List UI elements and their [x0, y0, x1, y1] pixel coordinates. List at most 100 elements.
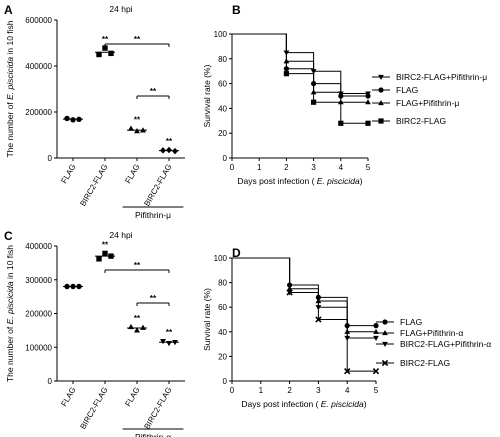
- data-point: [102, 250, 108, 257]
- y-axis-label-species: E. piscicida: [5, 57, 15, 100]
- survival-point-stroke-b: [286, 289, 293, 296]
- series-1: FLAG: [232, 33, 418, 99]
- significance-star: **: [166, 328, 173, 337]
- legend-swatch-marker: [378, 87, 384, 93]
- chart-title: 24 hpi: [109, 4, 132, 14]
- legend-swatch-marker: [382, 330, 388, 336]
- y-tick-label: 200000: [25, 310, 52, 319]
- y-tick-label: 100: [214, 254, 228, 263]
- survival-point: [344, 367, 351, 375]
- data-point: [128, 323, 134, 330]
- y-axis-label-prefix: The number of: [5, 100, 15, 158]
- x-tick-label: 4: [345, 386, 350, 395]
- legend-label: FLAG: [400, 317, 422, 327]
- x-tick-label: BIRC2-FLAG: [142, 163, 173, 208]
- survival-point: [315, 316, 322, 323]
- survival-point-stroke-b: [315, 316, 322, 323]
- y-tick-label: 400000: [25, 62, 52, 71]
- y-axis-label: Survival rate (%): [202, 288, 212, 351]
- y-axis-label-species: E. piscicida: [5, 281, 15, 324]
- data-point: [64, 115, 70, 122]
- y-tick-label: 20: [218, 352, 227, 361]
- y-tick-label: 60: [218, 80, 227, 89]
- data-point: [160, 339, 166, 345]
- group-label: Pifithrin-μ: [135, 210, 171, 220]
- panel-letter: B: [232, 3, 241, 17]
- x-axis-label: Days post infection ( E. piscicida): [237, 176, 362, 186]
- series-0: BIRC2-FLAG+Pifithrin-μ: [232, 33, 487, 97]
- survival-line: [232, 257, 376, 333]
- data-point: [76, 116, 82, 123]
- y-axis-label: The number of E. piscicida in 10 fish: [5, 20, 15, 157]
- legend-swatch-marker: [378, 118, 384, 124]
- x-axis-label: Days post infection ( E. piscicida): [241, 399, 366, 409]
- x-tick-label: FLAG: [123, 163, 141, 186]
- data-point: [134, 327, 140, 333]
- data-point: [108, 253, 114, 259]
- legend-swatch-marker-stroke-b: [381, 359, 389, 367]
- legend-swatch-marker: [378, 74, 384, 80]
- survival-point: [372, 367, 380, 375]
- data-point: [70, 283, 76, 290]
- x-tick-label: FLAG: [59, 386, 77, 409]
- survival-point: [373, 323, 379, 329]
- y-axis-label-prefix: The number of: [5, 324, 15, 382]
- legend-label: BIRC2-FLAG: [400, 358, 450, 368]
- significance-star: **: [102, 240, 109, 249]
- x-tick-label: BIRC2-FLAG: [142, 386, 173, 431]
- significance-star: **: [166, 137, 173, 146]
- x-axis-label-species: E. piscicida: [317, 176, 360, 186]
- x-axis-label-prefix: Days post infection (: [241, 399, 320, 409]
- x-axis-label-suffix: ): [360, 176, 363, 186]
- panel-b: B 0 20 40 60 80 100 0 1 2 3 4 5 Survival rate (%) Days…: [202, 3, 487, 186]
- panel-letter: A: [4, 3, 13, 17]
- series-3: BIRC2-FLAG: [232, 257, 450, 375]
- data-point: [96, 51, 102, 58]
- data-point: [96, 256, 102, 262]
- panel-letter: D: [232, 246, 241, 260]
- legend-label: FLAG: [396, 85, 418, 95]
- survival-point-stroke-b: [344, 367, 351, 375]
- series-2: FLAG+Pifithrin-μ: [232, 33, 459, 108]
- x-tick-label: 0: [230, 163, 235, 172]
- x-axis-label-species: E. piscicida: [321, 399, 364, 409]
- y-tick-label: 40: [218, 328, 227, 337]
- data-point: [172, 147, 178, 155]
- y-tick-label: 400000: [25, 242, 52, 251]
- data-point: [140, 324, 146, 330]
- x-tick-label: 5: [366, 163, 371, 172]
- legend-label: FLAG+Pifithrin-μ: [396, 98, 459, 108]
- survival-point: [365, 120, 371, 126]
- legend-label: BIRC2-FLAG: [396, 116, 446, 126]
- x-tick-label: 2: [287, 386, 292, 395]
- y-tick-label: 600000: [25, 16, 52, 25]
- survival-point: [365, 99, 371, 105]
- y-tick-label: 0: [223, 377, 228, 386]
- legend-swatch-marker: [378, 100, 384, 106]
- survival-point: [311, 99, 317, 105]
- data-point: [166, 146, 172, 154]
- y-tick-label: 40: [218, 104, 227, 113]
- panel-c: C 24 hpi 0 100000 200000 300000 400000 The numb…: [4, 229, 185, 437]
- x-tick-label: 1: [257, 163, 262, 172]
- legend-swatch-marker: [382, 341, 388, 347]
- comparison-star: **: [150, 294, 157, 303]
- significance-star: **: [134, 314, 141, 323]
- data-point: [102, 45, 108, 51]
- x-tick-label: BIRC2-FLAG: [78, 163, 109, 208]
- y-tick-label: 100: [214, 30, 228, 39]
- y-axis-label: The number of E. piscicida in 10 fish: [5, 245, 15, 382]
- data-point: [160, 147, 166, 154]
- y-tick-label: 0: [48, 154, 53, 163]
- data-point: [166, 341, 172, 347]
- y-tick-label: 300000: [25, 276, 52, 285]
- survival-line: [232, 257, 376, 327]
- x-axis-label-suffix: ): [364, 399, 367, 409]
- legend-swatch-marker: [381, 359, 389, 367]
- series-0: FLAG: [232, 257, 422, 329]
- data-point: [108, 50, 114, 57]
- x-tick-label: 3: [311, 163, 316, 172]
- survival-line: [232, 33, 368, 103]
- y-tick-label: 80: [218, 55, 227, 64]
